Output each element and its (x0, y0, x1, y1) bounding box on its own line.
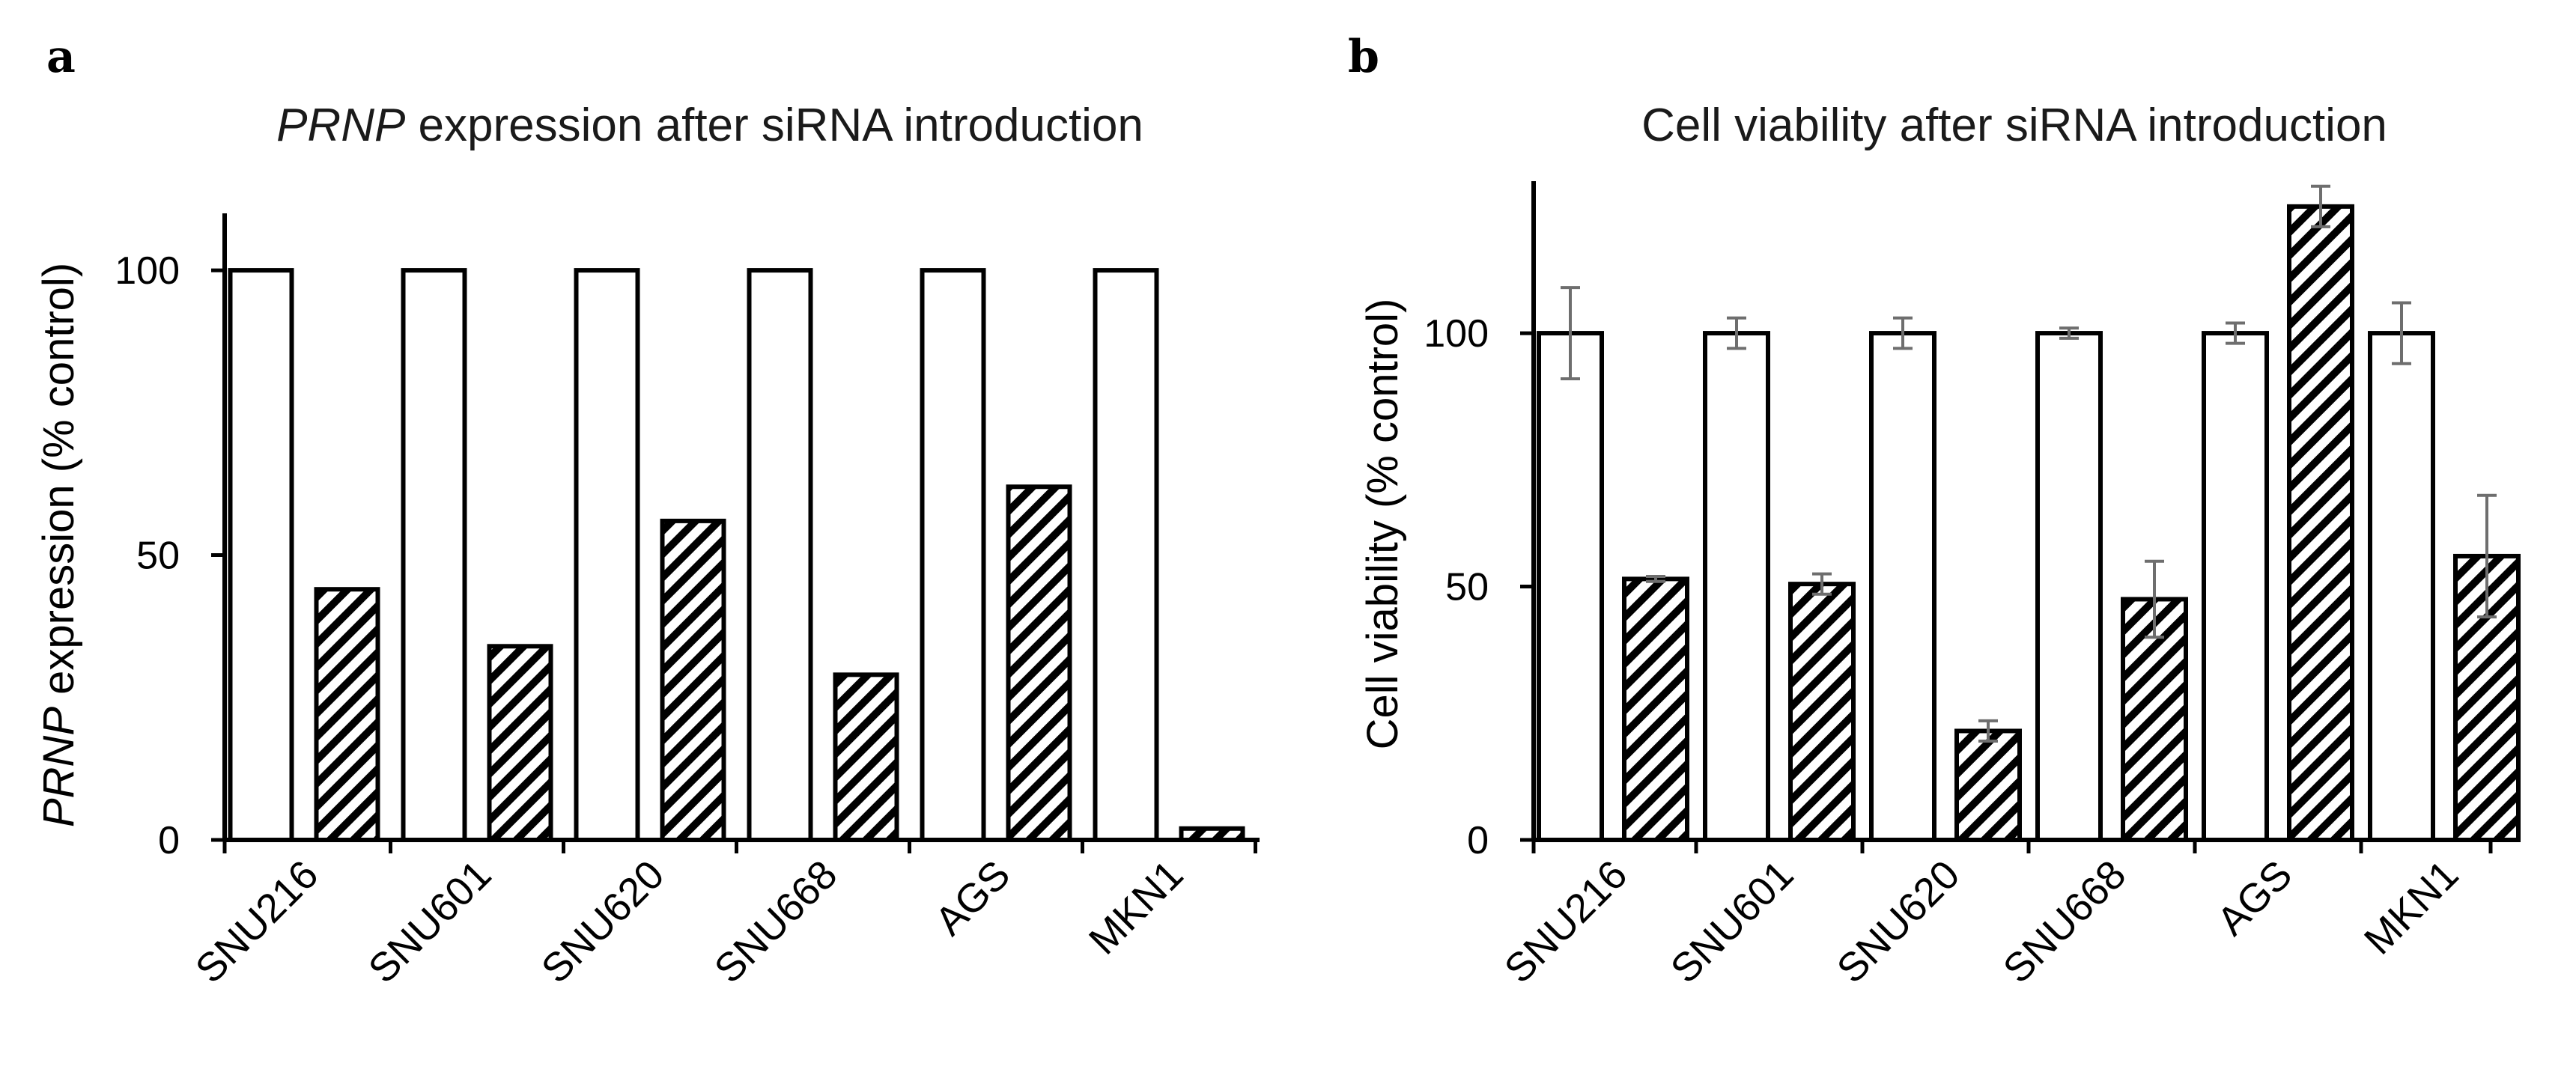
panel-a-bar-control-ags (920, 268, 986, 843)
panel-a-bar-control-snu620 (574, 268, 640, 843)
panel-a-bar-siRNA-snu620 (660, 518, 726, 843)
panel-a-bar-control-snu216 (228, 268, 294, 843)
panel-b-bars (1537, 184, 2521, 843)
panel-b-bar-siRNA-snu668 (2121, 597, 2188, 842)
panel-a-bar-siRNA-snu668 (833, 672, 899, 842)
panel-a-y-tick-label: 100 (115, 249, 180, 293)
panel-b-error-bar-siRNA-mkn1 (2477, 493, 2497, 619)
panel-b-bar-control-mkn1 (2368, 331, 2435, 843)
panel-a-x-tick-label: SNU620 (533, 852, 673, 992)
panel-a-y-axis-label: PRNP expression (% control) (34, 263, 83, 827)
panel-b-x-tick-label: SNU601 (1662, 852, 1802, 992)
panel-b-error-bar-control-snu601 (1727, 316, 1746, 350)
panel-b-error-bar-control-ags (2226, 321, 2245, 345)
panel-b-error-bar-siRNA-ags (2311, 184, 2330, 228)
panel-b-x-tick-label: MKN1 (2356, 852, 2467, 963)
panel-a-bar-control-snu668 (747, 268, 813, 843)
panel-b-error-bar-control-snu668 (2059, 326, 2079, 340)
panel-a-x-tick-label: SNU216 (187, 852, 327, 992)
panel-b-chart: b Cell viability after siRNA introductio… (1348, 31, 2521, 992)
panel-b-bar-control-snu601 (1703, 331, 1770, 843)
panel-b-x-tick-label: AGS (2208, 852, 2300, 944)
panel-a-bar-control-snu601 (401, 268, 467, 843)
panel-a-bar-siRNA-snu216 (314, 587, 380, 842)
panel-b-label: b (1348, 31, 1379, 83)
panel-b-error-bar-siRNA-snu620 (1978, 719, 1998, 743)
panel-b-bar-control-snu620 (1869, 331, 1936, 843)
panel-a-bar-control-mkn1 (1093, 268, 1159, 843)
panel-b-error-bar-control-snu216 (1561, 286, 1580, 380)
panel-b-bar-siRNA-snu620 (1954, 728, 2022, 843)
panel-b-error-bar-control-snu620 (1893, 316, 1913, 350)
panel-a-y-tick-label: 0 (158, 819, 180, 862)
panel-b-error-bar-siRNA-snu216 (1646, 575, 1665, 583)
panel-b-bar-siRNA-snu216 (1622, 576, 1689, 843)
panel-b-bar-control-snu216 (1537, 331, 1604, 843)
panel-b-x-tick-label: SNU216 (1496, 852, 1636, 992)
panel-a-x-tick-label: AGS (926, 852, 1018, 944)
panel-b-bar-siRNA-snu601 (1788, 582, 1856, 843)
panel-b-bar-siRNA-ags (2287, 204, 2354, 843)
panel-a-bars (228, 268, 1245, 843)
panel-a-label: a (46, 31, 76, 83)
panel-a-x-tick-label: MKN1 (1081, 852, 1192, 963)
panel-b-bar-control-snu668 (2035, 331, 2103, 843)
panel-b-x-tick-label: SNU668 (1995, 852, 2135, 992)
panel-a-x-tick-label: SNU601 (360, 852, 500, 992)
panel-b-y-tick-label: 0 (1467, 819, 1489, 862)
panel-b-title: Cell viability after siRNA introduction (1641, 100, 2387, 151)
panel-a-bar-siRNA-ags (1006, 484, 1072, 843)
panel-b-x-tick-label: SNU620 (1829, 852, 1969, 992)
panel-b-error-bar-siRNA-snu601 (1812, 572, 1832, 596)
panel-a-chart: a PRNP expression after siRNA introducti… (34, 31, 1260, 992)
panel-b-y-tick-label: 50 (1445, 566, 1489, 609)
panel-b-bar-control-ags (2202, 331, 2269, 843)
panel-b-error-bar-control-mkn1 (2392, 301, 2411, 365)
panel-a-bar-siRNA-snu601 (487, 644, 553, 842)
panel-a-title: PRNP expression after siRNA introduction (276, 100, 1143, 151)
panel-a-x-tick-label: SNU668 (706, 852, 846, 992)
panel-a-y-tick-label: 50 (136, 534, 180, 578)
panel-b-y-axis-label: Cell viability (% control) (1358, 299, 1407, 750)
panel-b-error-bar-siRNA-snu668 (2145, 559, 2164, 639)
panel-b-y-tick-label: 100 (1424, 312, 1489, 356)
